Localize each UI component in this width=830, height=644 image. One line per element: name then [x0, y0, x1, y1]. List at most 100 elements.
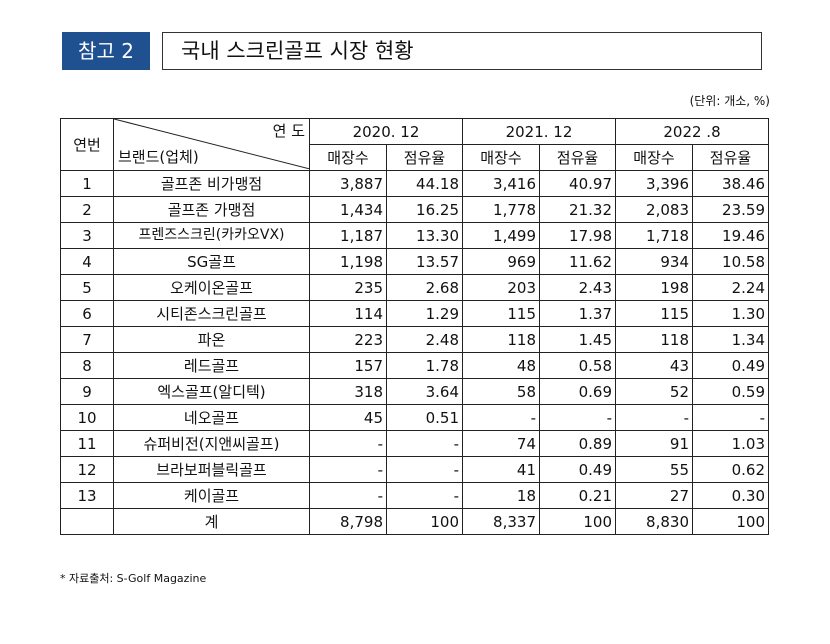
value-cell: 114: [309, 300, 387, 327]
value-cell: 0.49: [539, 456, 616, 483]
value-cell: 115: [462, 300, 540, 327]
value-cell: 1.30: [692, 300, 769, 327]
value-cell: 0.59: [692, 378, 769, 405]
value-cell: 55: [615, 456, 693, 483]
value-cell: -: [615, 404, 693, 431]
value-cell: 38.46: [692, 170, 769, 197]
brand-name: 프렌즈스크린(카카오VX): [113, 222, 310, 249]
value-cell: -: [309, 482, 387, 509]
table-row: 11 슈퍼비전(지앤씨골프) - -74 0.89 91 1.03: [60, 430, 769, 457]
table-row: 7 파온 223 2.48 118 1.45 118 1.34: [60, 326, 769, 353]
table-row: 5 오케이온골프 235 2.68 203 2.43 198 2.24: [60, 274, 769, 301]
header-diagonal: 연 도 브랜드(업체): [113, 118, 310, 171]
brand-name: 슈퍼비전(지앤씨골프): [113, 430, 310, 457]
value-cell: 74: [462, 430, 540, 457]
value-cell: 2.43: [539, 274, 616, 301]
value-cell: 0.69: [539, 378, 616, 405]
value-cell: 0.49: [692, 352, 769, 379]
table-row: 9 엑스골프(알디텍) 318 3.64 58 0.69 52 0.59: [60, 378, 769, 405]
brand-name: 골프존 가맹점: [113, 196, 310, 223]
header-share: 점유율: [692, 144, 769, 171]
brand-name: 파온: [113, 326, 310, 353]
row-number: 9: [60, 378, 114, 405]
table-row: 10 네오골프 45 0.51- - - -: [60, 404, 769, 431]
header-brand-label: 브랜드(업체): [118, 148, 199, 166]
value-cell: 0.21: [539, 482, 616, 509]
value-cell: 1,718: [615, 222, 693, 249]
value-cell: 1,499: [462, 222, 540, 249]
diagonal-line: [114, 119, 310, 169]
value-cell: 1.37: [539, 300, 616, 327]
value-cell: 157: [309, 352, 387, 379]
value-cell: 13.30: [386, 222, 463, 249]
value-cell: 45: [309, 404, 387, 431]
value-cell: 16.25: [386, 196, 463, 223]
header-share: 점유율: [386, 144, 463, 171]
table-row: 4 SG골프 1,198 13.57 969 11.62 934 10.58: [60, 248, 769, 275]
value-cell: -: [692, 404, 769, 431]
brand-name: 엑스골프(알디텍): [113, 378, 310, 405]
value-cell: -: [309, 456, 387, 483]
value-cell: -: [386, 456, 463, 483]
total-cell: 100: [539, 508, 616, 535]
header-period-2020: 2020. 12: [309, 118, 463, 145]
value-cell: -: [309, 430, 387, 457]
value-cell: 3.64: [386, 378, 463, 405]
reference-badge: 참고 2: [62, 32, 150, 70]
value-cell: 17.98: [539, 222, 616, 249]
value-cell: 2.68: [386, 274, 463, 301]
value-cell: 0.62: [692, 456, 769, 483]
table-row: 1 골프존 비가맹점 3,887 44.18 3,416 40.97 3,396 38.46: [60, 170, 769, 197]
value-cell: 10.58: [692, 248, 769, 275]
brand-name: 네오골프: [113, 404, 310, 431]
header-stores: 매장수: [309, 144, 387, 171]
row-number: 13: [60, 482, 114, 509]
value-cell: 3,887: [309, 170, 387, 197]
value-cell: 223: [309, 326, 387, 353]
row-number: 4: [60, 248, 114, 275]
header-share: 점유율: [539, 144, 616, 171]
value-cell: 3,396: [615, 170, 693, 197]
header-no: 연번: [60, 118, 114, 171]
value-cell: 0.89: [539, 430, 616, 457]
value-cell: 1.29: [386, 300, 463, 327]
header-stores: 매장수: [462, 144, 540, 171]
value-cell: -: [386, 430, 463, 457]
total-label: 계: [113, 508, 310, 535]
table-row: 13 케이골프 - -18 0.21 27 0.30: [60, 482, 769, 509]
value-cell: 19.46: [692, 222, 769, 249]
brand-name: 오케이온골프: [113, 274, 310, 301]
value-cell: 43: [615, 352, 693, 379]
row-number: 10: [60, 404, 114, 431]
value-cell: 2,083: [615, 196, 693, 223]
value-cell: 0.58: [539, 352, 616, 379]
value-cell: -: [386, 482, 463, 509]
row-number: 7: [60, 326, 114, 353]
value-cell: 1,198: [309, 248, 387, 275]
value-cell: 1,187: [309, 222, 387, 249]
value-cell: 0.30: [692, 482, 769, 509]
value-cell: 1.45: [539, 326, 616, 353]
total-cell: 8,830: [615, 508, 693, 535]
value-cell: 1,434: [309, 196, 387, 223]
value-cell: 41: [462, 456, 540, 483]
value-cell: 118: [462, 326, 540, 353]
row-number: 11: [60, 430, 114, 457]
value-cell: 0.51: [386, 404, 463, 431]
total-cell: 8,337: [462, 508, 540, 535]
value-cell: 2.24: [692, 274, 769, 301]
table-row: 6 시티존스크린골프 114 1.29 115 1.37 115 1.30: [60, 300, 769, 327]
row-number: 6: [60, 300, 114, 327]
value-cell: 203: [462, 274, 540, 301]
market-table: 연번 연 도 브랜드(업체) 2020. 12 2021. 12 2022 .8…: [60, 118, 769, 535]
value-cell: 13.57: [386, 248, 463, 275]
value-cell: 58: [462, 378, 540, 405]
value-cell: 118: [615, 326, 693, 353]
value-cell: 44.18: [386, 170, 463, 197]
row-number: 5: [60, 274, 114, 301]
value-cell: 235: [309, 274, 387, 301]
row-number: 8: [60, 352, 114, 379]
value-cell: 969: [462, 248, 540, 275]
value-cell: 1,778: [462, 196, 540, 223]
value-cell: 1.34: [692, 326, 769, 353]
